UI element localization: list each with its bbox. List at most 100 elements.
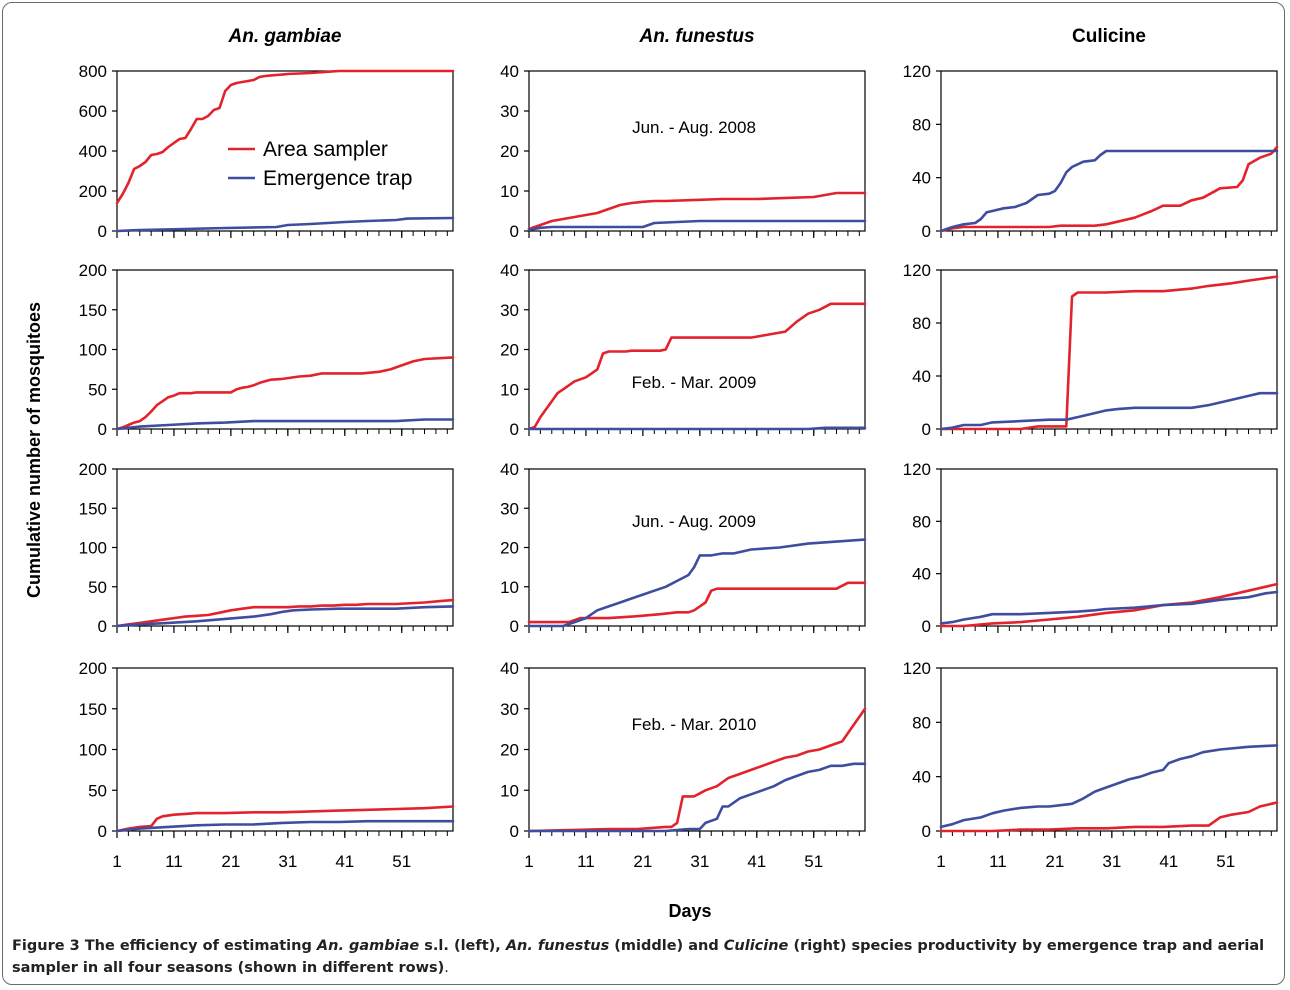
y-tick-label: 40	[500, 460, 519, 479]
y-tick-label: 40	[500, 261, 519, 280]
y-tick-label: 100	[79, 341, 107, 360]
y-tick-label: 40	[912, 565, 931, 584]
panel-funestus-2009-jun-aug: 0 10 20 30 40 Jun. - Aug. 2009	[500, 460, 867, 636]
y-tick-label: 80	[912, 314, 931, 333]
caption-figure-number: Figure 3	[12, 938, 80, 954]
y-tick-label: 0	[510, 617, 519, 636]
x-tick-label: 11	[989, 852, 1007, 871]
y-tick-label: 0	[922, 822, 931, 841]
y-tick-label: 600	[79, 102, 107, 121]
y-tick-label: 120	[903, 659, 931, 678]
y-tick-label: 80	[912, 713, 931, 732]
x-tick-label: 31	[1102, 852, 1121, 871]
area-sampler-line	[115, 69, 455, 205]
y-tick-label: 10	[500, 578, 519, 597]
y-axis-label: Cumulative number of mosquitoes	[24, 302, 44, 598]
y-tick-label: 40	[500, 659, 519, 678]
y-tick-label: 0	[922, 222, 931, 241]
caption-part: .	[444, 960, 449, 976]
x-tick-label: 11	[577, 852, 595, 871]
caption-part: s.l. (left),	[419, 938, 506, 954]
y-tick-label: 30	[500, 499, 519, 518]
y-tick-label: 0	[98, 222, 107, 241]
y-tick-label: 20	[500, 741, 519, 760]
y-tick-label: 30	[500, 301, 519, 320]
plot-area-frame	[528, 70, 866, 232]
caption-part: (right) species productivity by emergenc…	[12, 938, 1265, 976]
emergence-trap-line	[939, 149, 1279, 233]
panel-gambiae-2009-feb-mar: 0 50 100 150 200	[79, 261, 455, 439]
legend-emergence-label: Emergence trap	[263, 167, 412, 190]
y-tick-label: 200	[79, 659, 107, 678]
plot-area-frame	[528, 269, 866, 430]
y-tick-label: 10	[500, 781, 519, 800]
emergence-trap-line	[115, 216, 455, 233]
y-tick-label: 20	[500, 341, 519, 360]
emergence-trap-line	[939, 391, 1279, 431]
caption-part: Culicine	[723, 938, 789, 954]
y-tick-label: 20	[500, 539, 519, 558]
plot-area-frame	[116, 269, 454, 430]
y-tick-label: 50	[88, 578, 107, 597]
y-tick-label: 40	[912, 768, 931, 787]
area-sampler-line	[939, 275, 1279, 431]
y-tick-label: 40	[912, 169, 931, 188]
y-tick-label: 0	[98, 420, 107, 439]
area-sampler-line	[527, 302, 867, 431]
caption-part: An. gambiae	[316, 938, 420, 954]
emergence-trap-line	[527, 219, 867, 232]
x-tick-label: 41	[335, 852, 354, 871]
y-tick-label: 0	[922, 420, 931, 439]
panel-gambiae-2008-jun-aug: 0 200 400 600 800	[79, 62, 455, 241]
y-tick-label: 30	[500, 700, 519, 719]
y-tick-label: 120	[903, 261, 931, 280]
x-tick-label: 1	[936, 852, 945, 871]
x-tick-label: 21	[221, 852, 240, 871]
legend: Area sampler Emergence trap	[228, 138, 412, 190]
y-tick-label: 0	[98, 822, 107, 841]
panel-culicine-2008-jun-aug: 0 40 80 120	[903, 62, 1279, 241]
y-tick-label: 0	[98, 617, 107, 636]
plot-area-frame	[116, 667, 454, 832]
y-tick-label: 120	[903, 460, 931, 479]
y-tick-label: 50	[88, 781, 107, 800]
season-annotation: Jun. - Aug. 2009	[632, 512, 756, 531]
area-sampler-line	[527, 191, 867, 231]
caption-part: (middle) and	[609, 938, 724, 954]
emergence-trap-line	[115, 819, 455, 833]
y-tick-label: 200	[79, 460, 107, 479]
y-tick-label: 40	[912, 367, 931, 386]
area-sampler-line	[527, 581, 867, 624]
caption-part: The efficiency of estimating	[79, 938, 317, 954]
y-tick-label: 20	[500, 142, 519, 161]
y-tick-label: 200	[79, 261, 107, 280]
area-sampler-line	[527, 707, 867, 833]
area-sampler-line	[115, 356, 455, 431]
emergence-trap-line	[115, 605, 455, 628]
x-tick-label: 1	[524, 852, 533, 871]
area-sampler-line	[115, 598, 455, 628]
x-tick-label: 51	[1216, 852, 1235, 871]
emergence-trap-line	[527, 762, 867, 833]
x-tick-label: 51	[804, 852, 823, 871]
column-title-culicine: Culicine	[1072, 26, 1146, 47]
y-tick-label: 10	[500, 182, 519, 201]
y-tick-label: 0	[922, 617, 931, 636]
season-annotation: Jun. - Aug. 2008	[632, 118, 756, 137]
area-sampler-line	[115, 805, 455, 833]
x-tick-label: 11	[165, 852, 183, 871]
y-tick-label: 80	[912, 115, 931, 134]
y-tick-label: 10	[500, 380, 519, 399]
plot-area-frame	[528, 468, 866, 627]
y-tick-label: 150	[79, 700, 107, 719]
x-axis-label: Days	[668, 901, 711, 921]
y-tick-label: 80	[912, 512, 931, 531]
y-tick-label: 30	[500, 102, 519, 121]
panel-funestus-2008-jun-aug: 0 10 20 30 40 Jun. - Aug. 2008	[500, 62, 867, 241]
y-tick-label: 40	[500, 62, 519, 81]
y-tick-label: 100	[79, 741, 107, 760]
